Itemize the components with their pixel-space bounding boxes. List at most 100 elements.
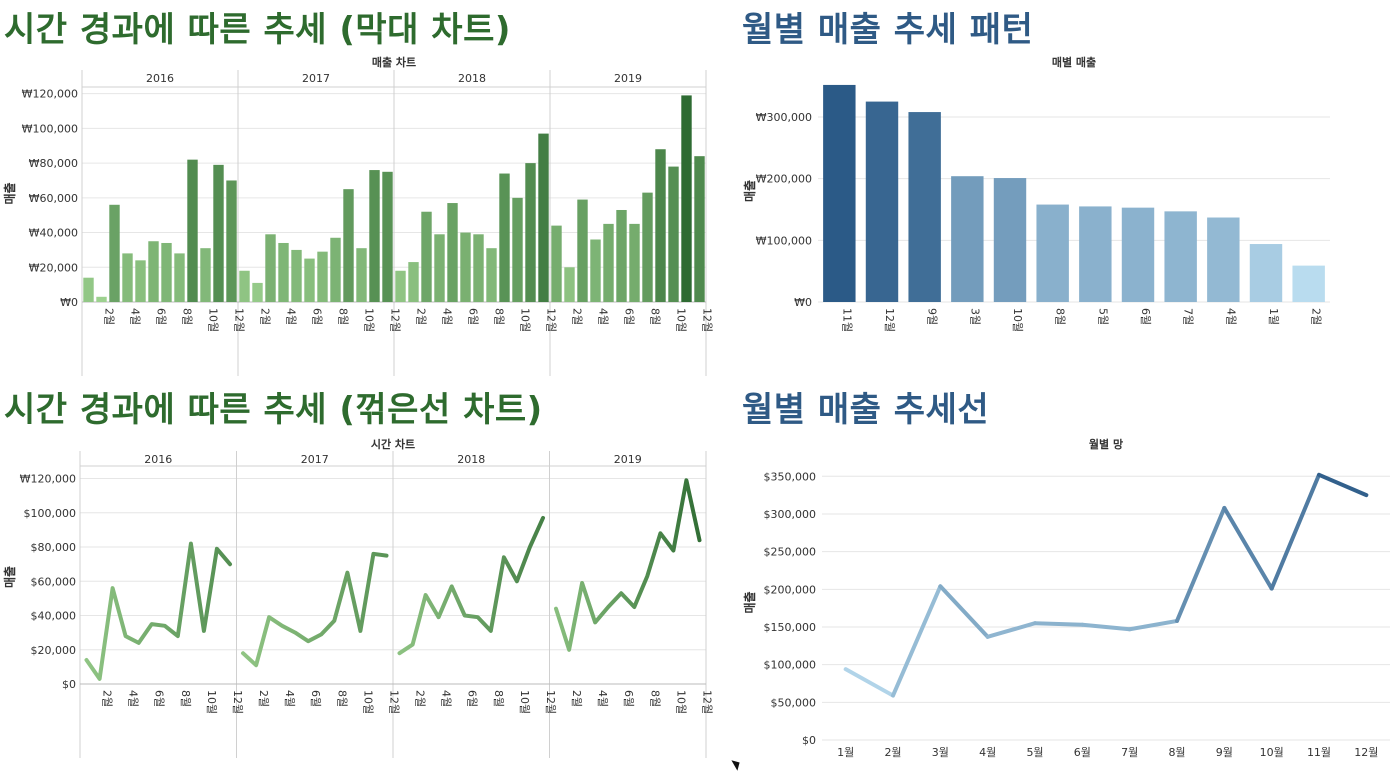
- bar-2018-4: [434, 234, 445, 302]
- y-tick-label: $100,000: [764, 659, 817, 672]
- bar-2017-10: [356, 248, 367, 302]
- bar-2019-2: [564, 267, 575, 302]
- chart-0: 매출 차트 ₩0 ₩20,000 ₩40,000 ₩60,000 ₩80,000 ₩100,…: [2, 55, 714, 376]
- bar-10월: [993, 178, 1027, 302]
- x-tick-label: 2월: [103, 308, 116, 325]
- bar-2019-7: [629, 223, 640, 302]
- year-header-2018: 2018: [458, 72, 486, 85]
- y-tick-label: ₩0: [794, 296, 812, 309]
- x-tick-label: 6월: [1139, 308, 1152, 325]
- x-tick-label: 4월: [127, 690, 140, 707]
- y-tick-label: $50,000: [771, 696, 817, 709]
- bar-2018-3: [421, 211, 432, 302]
- x-tick-label: 10월: [1011, 308, 1024, 332]
- bar-2018-12: [538, 133, 549, 302]
- bar-2018-8: [486, 248, 497, 302]
- x-tick-label: 7월: [1182, 308, 1195, 325]
- x-tick-label: 5월: [1096, 308, 1109, 325]
- year-header-2018: 2018: [457, 453, 485, 466]
- x-tick-label: 2월: [415, 308, 428, 325]
- bar-1월: [1249, 244, 1283, 302]
- bar-2017-8: [330, 237, 341, 302]
- y-tick-label: ₩120,000: [20, 473, 76, 486]
- y-axis-label: 매출: [2, 566, 17, 588]
- x-tick-label: 4월: [441, 308, 454, 325]
- x-tick-label: 2월: [1310, 308, 1323, 325]
- x-tick-label: 4월: [440, 690, 453, 707]
- bar-2019-5: [603, 223, 614, 302]
- bar-2018-11: [525, 163, 536, 302]
- y-axis-label: 매출: [2, 182, 17, 204]
- line-segment-8: [1175, 505, 1227, 623]
- x-tick-label: 12월: [700, 690, 713, 714]
- year-header-2016: 2016: [144, 453, 172, 466]
- bar-2018-5: [447, 203, 458, 302]
- line-segment-7: [1127, 618, 1179, 632]
- y-tick-label: $250,000: [764, 546, 817, 559]
- x-tick-label: 8월: [337, 308, 350, 325]
- x-tick-label: 12월: [387, 690, 400, 714]
- chart-title: 매출 차트: [372, 55, 416, 69]
- x-tick-label: 6월: [153, 690, 166, 707]
- y-tick-label: ₩300,000: [756, 111, 812, 124]
- x-tick-label: 12월: [701, 308, 714, 332]
- bar-2019-1: [551, 225, 562, 302]
- bar-2016-2: [96, 296, 107, 302]
- x-tick-label: 12월: [545, 308, 558, 332]
- line-segment-10: [1269, 472, 1321, 591]
- x-tick-label: 8월: [1054, 308, 1067, 325]
- x-tick-label: 2월: [570, 690, 583, 707]
- line-segment-9: [1222, 505, 1274, 591]
- x-tick-label: 2월: [259, 308, 272, 325]
- bar-2018-7: [473, 234, 484, 302]
- bar-11월: [823, 84, 856, 302]
- bar-3월: [951, 176, 984, 302]
- x-tick-label: 11월: [1307, 746, 1331, 759]
- bar-2019-9: [655, 149, 666, 302]
- bar-2016-8: [174, 253, 185, 302]
- x-tick-label: 10월: [518, 690, 531, 714]
- bar-6월: [1121, 207, 1155, 302]
- x-tick-label: 9월: [1216, 746, 1233, 759]
- x-tick-label: 6월: [1074, 746, 1091, 759]
- x-tick-label: 8월: [492, 690, 505, 707]
- y-tick-label: $350,000: [764, 470, 817, 483]
- bar-2019-12: [694, 156, 705, 302]
- y-tick-label: $200,000: [764, 583, 817, 596]
- bar-2017-9: [343, 189, 354, 302]
- x-tick-label: 3월: [932, 746, 949, 759]
- bar-2016-11: [213, 164, 224, 302]
- bar-2017-11: [369, 170, 380, 302]
- x-tick-label: 12월: [231, 690, 244, 714]
- series-line-2017: [241, 551, 389, 668]
- x-tick-label: 2월: [571, 308, 584, 325]
- x-tick-label: 6월: [622, 690, 635, 707]
- y-tick-label: ₩100,000: [756, 234, 812, 247]
- bar-2016-10: [200, 248, 211, 302]
- year-header-2019: 2019: [614, 453, 642, 466]
- line-segment-6: [1080, 622, 1132, 632]
- chart-title: 시간 차트: [371, 437, 415, 451]
- bar-2019-6: [616, 209, 627, 302]
- y-tick-label: $40,000: [31, 610, 77, 623]
- x-tick-label: 8월: [179, 690, 192, 707]
- x-tick-label: 4월: [129, 308, 142, 325]
- bar-2019-10: [668, 166, 679, 302]
- series-line-2019: [554, 478, 702, 652]
- bar-2월: [1292, 265, 1325, 302]
- bar-4월: [1207, 217, 1240, 302]
- x-tick-label: 8월: [181, 308, 194, 325]
- line-segment-11: [1317, 472, 1369, 498]
- bar-2018-2: [408, 262, 419, 302]
- chart-1: 매별 매출 ₩0 ₩100,000 ₩200,000 ₩300,000 매출 11월 12월 9…: [742, 55, 1330, 332]
- bar-2016-7: [161, 242, 172, 302]
- y-tick-label: ₩0: [60, 296, 78, 309]
- x-tick-label: 1월: [837, 746, 854, 759]
- y-axis-label: 매출: [742, 591, 757, 613]
- x-tick-label: 4월: [1224, 308, 1237, 325]
- series-line-2018: [397, 515, 545, 656]
- y-tick-label: $300,000: [764, 508, 817, 521]
- x-tick-label: 10월: [207, 308, 220, 332]
- bar-2017-5: [291, 249, 302, 302]
- x-tick-label: 6월: [623, 308, 636, 325]
